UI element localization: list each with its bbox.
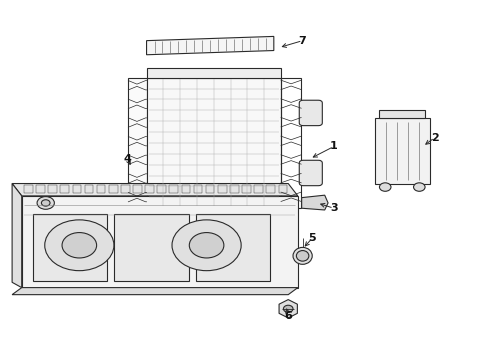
Text: 3: 3: [330, 203, 338, 213]
Bar: [242, 185, 251, 193]
Bar: [157, 185, 166, 193]
Bar: [33, 213, 107, 280]
Text: 2: 2: [431, 133, 439, 143]
Polygon shape: [22, 196, 298, 288]
Bar: [230, 185, 239, 193]
Bar: [206, 185, 215, 193]
Bar: [114, 213, 189, 280]
Bar: [121, 185, 130, 193]
Bar: [49, 185, 57, 193]
Bar: [196, 213, 270, 280]
Circle shape: [189, 233, 224, 258]
Bar: [281, 78, 301, 208]
Bar: [109, 185, 118, 193]
Ellipse shape: [296, 251, 309, 261]
Text: 5: 5: [308, 233, 316, 243]
Bar: [145, 185, 154, 193]
Bar: [254, 185, 263, 193]
Bar: [97, 185, 105, 193]
FancyBboxPatch shape: [299, 160, 322, 186]
Bar: [267, 185, 275, 193]
Bar: [60, 185, 69, 193]
Bar: [375, 118, 430, 184]
Circle shape: [379, 183, 391, 191]
Circle shape: [41, 200, 50, 206]
Bar: [218, 185, 226, 193]
Bar: [147, 68, 281, 78]
Bar: [36, 185, 45, 193]
Bar: [147, 78, 281, 208]
Bar: [73, 185, 81, 193]
Polygon shape: [12, 288, 298, 294]
Text: 1: 1: [330, 141, 338, 152]
Bar: [128, 78, 147, 208]
Circle shape: [37, 197, 54, 209]
Bar: [278, 185, 287, 193]
FancyBboxPatch shape: [299, 100, 322, 126]
Bar: [182, 185, 190, 193]
Circle shape: [62, 233, 97, 258]
Ellipse shape: [293, 247, 312, 264]
Text: 7: 7: [299, 36, 307, 46]
Circle shape: [45, 220, 114, 271]
Bar: [85, 185, 93, 193]
Polygon shape: [12, 184, 22, 288]
Text: 6: 6: [284, 311, 292, 321]
Bar: [24, 185, 33, 193]
Bar: [170, 185, 178, 193]
Bar: [379, 111, 425, 118]
Bar: [133, 185, 142, 193]
Circle shape: [283, 305, 293, 312]
Bar: [147, 208, 281, 217]
Circle shape: [172, 220, 241, 271]
Polygon shape: [12, 184, 298, 196]
Polygon shape: [302, 195, 328, 210]
Circle shape: [414, 183, 425, 191]
Polygon shape: [147, 36, 274, 55]
Polygon shape: [279, 300, 297, 318]
Text: 4: 4: [123, 154, 131, 164]
Bar: [194, 185, 202, 193]
